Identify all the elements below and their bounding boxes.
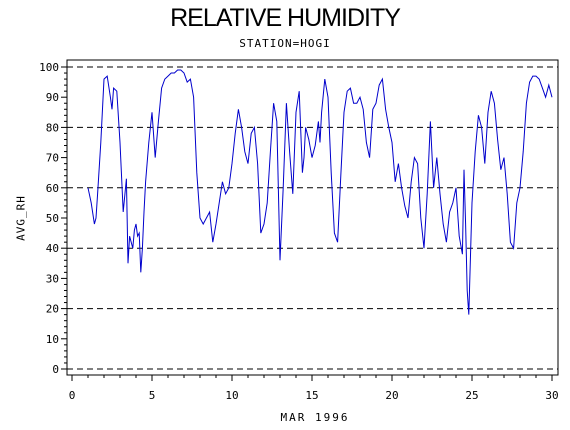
- y-tick-label: 20: [46, 303, 59, 316]
- x-tick-label: 15: [305, 389, 318, 402]
- y-tick-label: 80: [46, 121, 59, 134]
- x-tick-label: 30: [545, 389, 558, 402]
- y-tick-label: 60: [46, 182, 59, 195]
- x-tick-label: 10: [225, 389, 238, 402]
- y-tick-label: 50: [46, 212, 59, 225]
- series-group: [87, 69, 553, 315]
- y-axis: 0 10 20 30 40 50 60 70 80 90 100: [39, 61, 67, 376]
- x-tick-label: 5: [149, 389, 156, 402]
- y-tick-label: 0: [52, 363, 59, 376]
- grid-lines: [67, 66, 558, 370]
- y-tick-label: 100: [39, 61, 59, 74]
- x-tick-label: 25: [465, 389, 478, 402]
- y-tick-label: 30: [46, 272, 59, 285]
- series-line-avg-rh: [87, 69, 553, 315]
- y-tick-label: 90: [46, 91, 59, 104]
- x-axis-label: MAR 1996: [280, 411, 350, 424]
- x-tick-label: 20: [385, 389, 398, 402]
- chart-title: RELATIVE HUMIDITY: [170, 4, 401, 32]
- y-tick-label: 70: [46, 152, 59, 165]
- plot-frame: [66, 59, 559, 376]
- y-tick-label: 10: [46, 333, 59, 346]
- x-tick-label: 0: [69, 389, 76, 402]
- y-axis-label: AVG_RH: [14, 195, 28, 241]
- y-tick-label: 40: [46, 242, 59, 255]
- chart-subtitle: STATION=HOGI: [239, 37, 331, 50]
- x-axis: 0 5 10 15 20 25 30: [69, 375, 559, 402]
